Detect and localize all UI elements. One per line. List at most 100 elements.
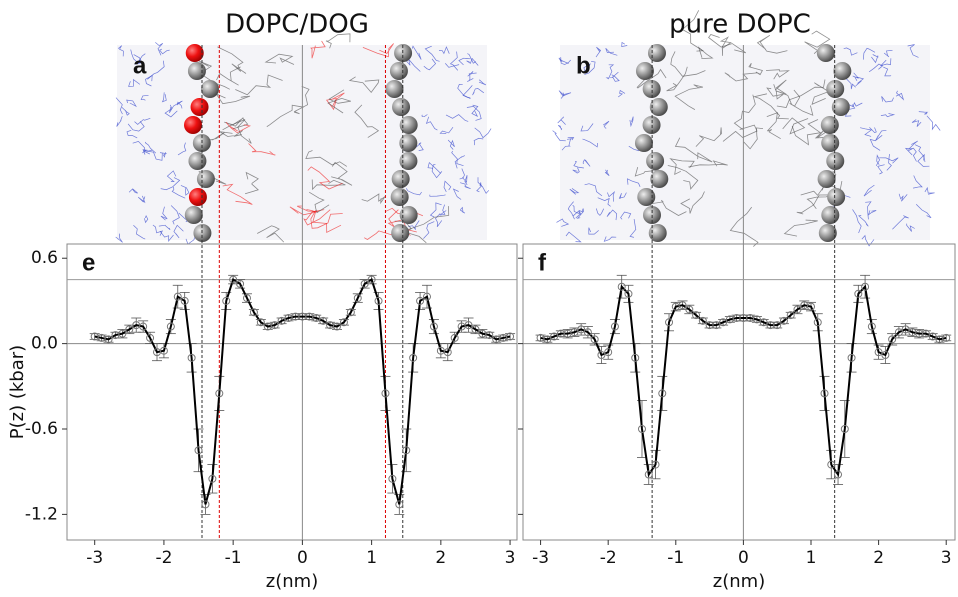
data-point [173, 292, 182, 301]
headgroup [826, 80, 845, 98]
lipid-tail [733, 94, 756, 130]
water [159, 48, 170, 55]
water [875, 129, 887, 141]
data-point [270, 321, 279, 330]
data-point [249, 308, 258, 317]
data-point [353, 294, 362, 303]
water [176, 101, 183, 109]
water [871, 54, 879, 64]
water [576, 208, 584, 219]
water [883, 66, 892, 77]
water [629, 219, 637, 238]
panel-title: DOPC/DOG [225, 10, 369, 40]
lipid-tail [266, 104, 304, 128]
water [626, 178, 641, 187]
water [145, 74, 153, 87]
data-point [187, 353, 196, 362]
water [164, 104, 178, 118]
water [115, 233, 123, 243]
water [913, 175, 923, 189]
data-point [692, 311, 701, 320]
water [895, 90, 905, 101]
x-tick-label: 3 [941, 548, 952, 568]
lipid-tail [311, 179, 346, 191]
lipid-tail [766, 112, 781, 140]
water [454, 155, 465, 169]
headgroup [187, 62, 206, 80]
water [565, 231, 582, 243]
lipid-tail [303, 209, 331, 226]
headgroup [399, 116, 418, 134]
profile-line [94, 278, 511, 505]
data-point [651, 460, 660, 469]
lipid-tail [306, 209, 342, 234]
molecule-image [115, 33, 492, 245]
water [926, 115, 941, 131]
headgroup [399, 152, 418, 170]
headgroup [391, 224, 410, 242]
data-point [166, 322, 175, 331]
x-tick-label: -3 [86, 548, 103, 568]
data-point [583, 328, 592, 337]
x-tick-label: 1 [806, 548, 817, 568]
water [572, 167, 580, 174]
water [605, 71, 619, 80]
water [415, 142, 424, 151]
lipid-tail [708, 34, 747, 54]
lipid-tail [235, 74, 283, 96]
headgroup [649, 98, 668, 116]
water [906, 223, 915, 232]
data-point [146, 333, 155, 342]
data-point [921, 329, 930, 338]
x-tick-label: 2 [435, 548, 446, 568]
headgroup [399, 134, 418, 152]
water [915, 203, 932, 219]
lipid-tail [217, 46, 247, 74]
headgroup [389, 62, 408, 80]
data-point [339, 318, 348, 327]
data-point [367, 275, 376, 284]
water [424, 45, 440, 62]
water [904, 147, 913, 156]
data-point [429, 322, 438, 331]
headgroup [821, 134, 840, 152]
water [558, 90, 565, 97]
water [146, 150, 163, 161]
water [158, 224, 171, 230]
water [423, 58, 437, 71]
lipid-tail [670, 51, 706, 77]
water [467, 53, 477, 64]
data-point [854, 289, 863, 298]
data-point [604, 348, 613, 357]
headgroup [818, 224, 837, 242]
water [439, 126, 454, 134]
headgroup [200, 80, 219, 98]
data-point [236, 279, 245, 288]
headgroup [647, 44, 666, 62]
water [879, 58, 892, 67]
water [411, 45, 422, 60]
data-point [807, 302, 815, 311]
water [137, 53, 146, 64]
water [127, 121, 145, 132]
water [466, 106, 482, 121]
water [145, 141, 157, 154]
headgroup [648, 224, 667, 242]
lipid-tail [743, 127, 764, 150]
data-point [360, 279, 369, 288]
data-point [840, 425, 849, 433]
data-point [610, 322, 619, 331]
water [572, 205, 581, 219]
water [918, 111, 929, 115]
lipid-tail [674, 84, 704, 110]
lipid-tail [719, 36, 732, 56]
y-tick-label: 0.6 [31, 248, 58, 268]
water [583, 63, 591, 74]
lipid-tail [791, 119, 822, 146]
data-point [395, 500, 404, 509]
lipid-tail [361, 193, 386, 205]
lipid-tail [222, 183, 253, 205]
panel-image-label: b [576, 52, 591, 79]
water [121, 107, 130, 116]
